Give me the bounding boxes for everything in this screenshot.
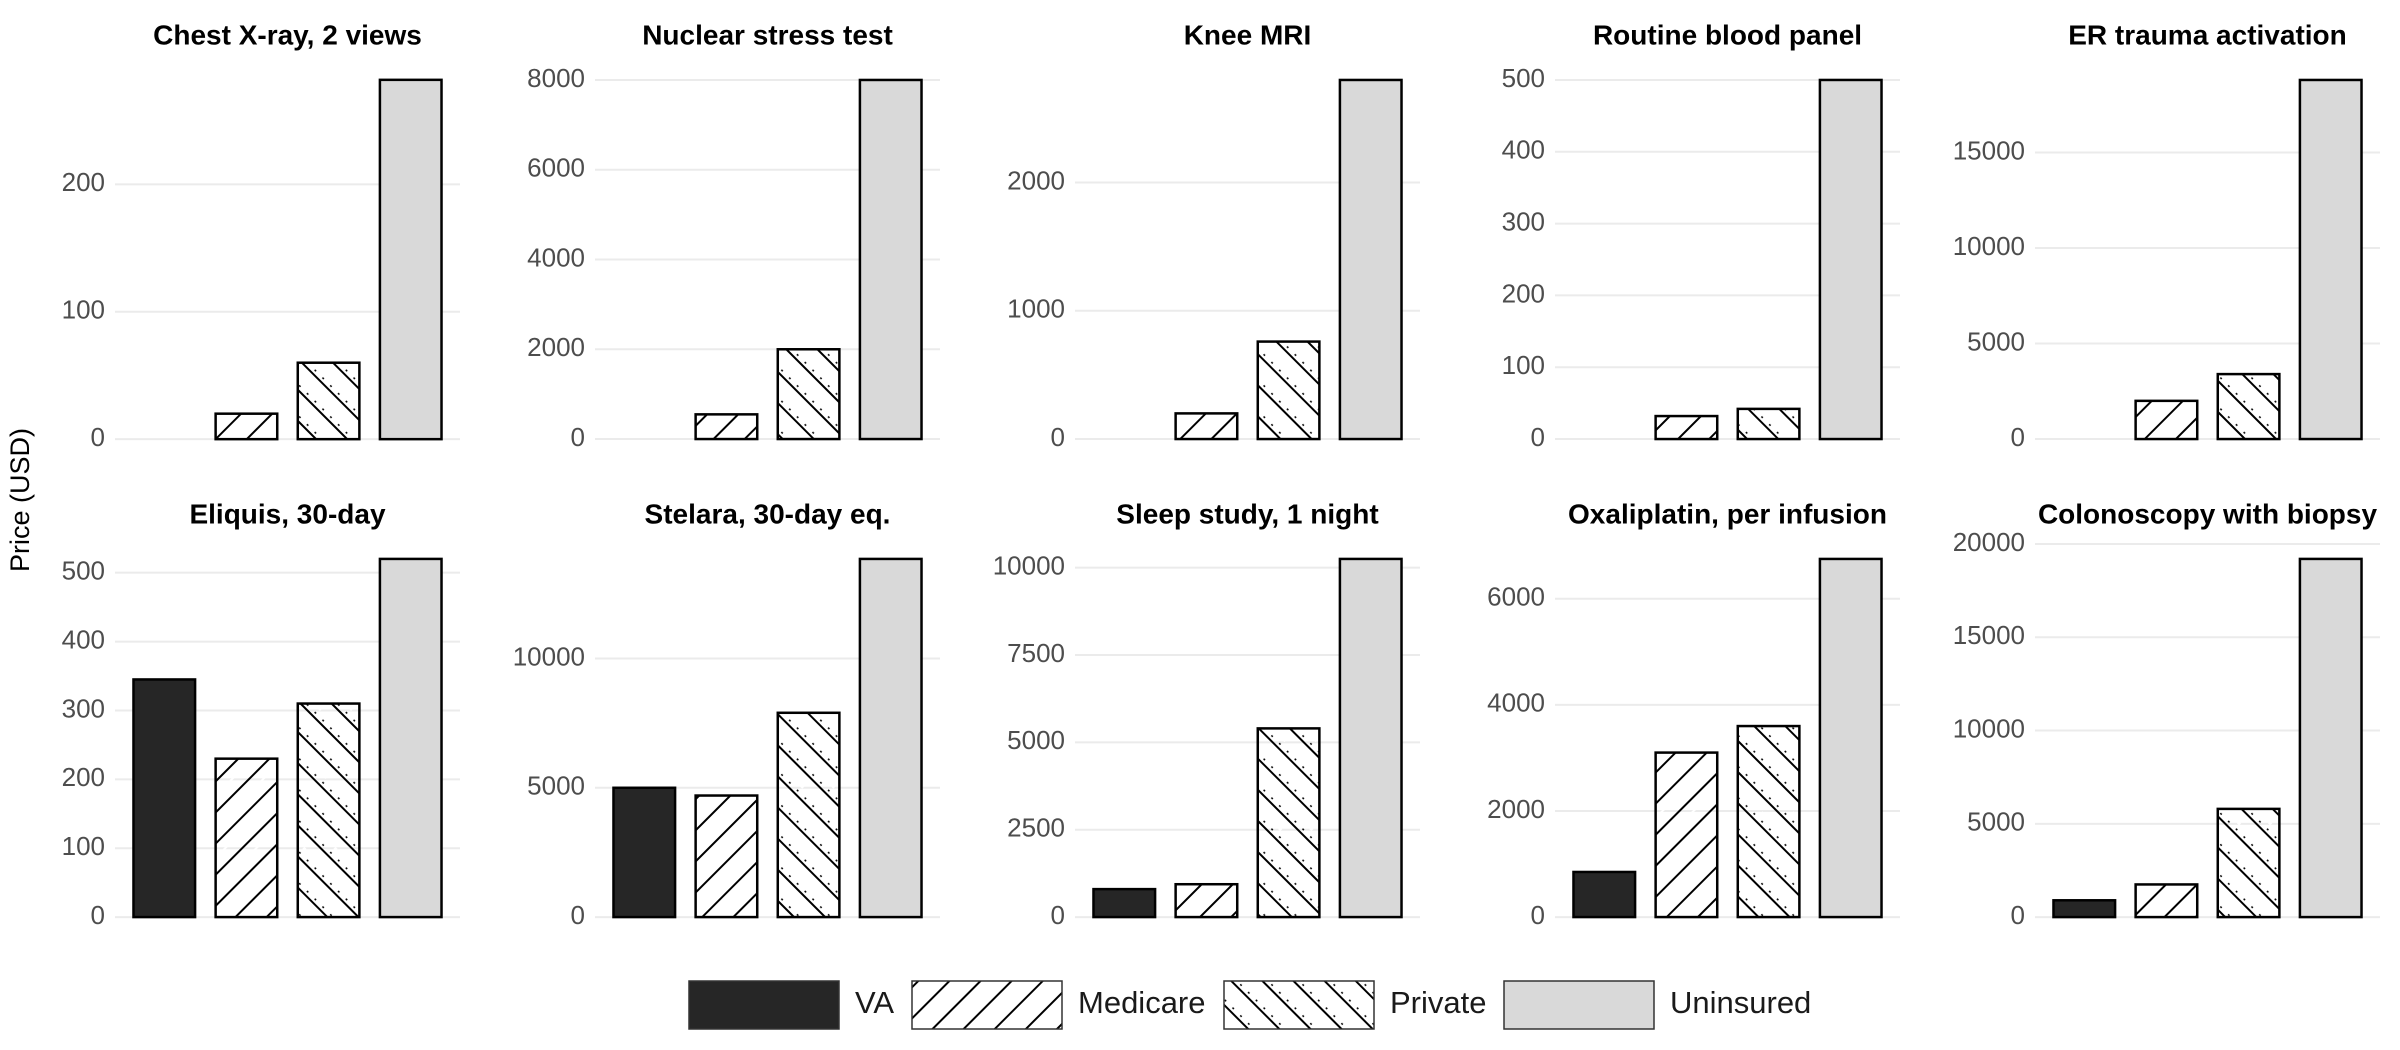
bar	[694, 794, 759, 919]
bar	[1654, 751, 1719, 919]
y-tick-label: 300	[1502, 206, 1545, 236]
panel-title: Eliquis, 30-day	[189, 498, 385, 529]
y-tick-label: 4000	[527, 242, 585, 272]
y-tick-label: 1000	[1007, 294, 1065, 324]
y-tick-label: 10000	[1953, 713, 2025, 743]
legend-label: Medicare	[1078, 985, 1206, 1020]
panel-title: ER trauma activation	[2068, 19, 2347, 50]
bar	[1256, 727, 1321, 919]
panel-title: Stelara, 30-day eq.	[645, 498, 891, 529]
bar	[1338, 78, 1403, 441]
y-tick-label: 400	[1502, 135, 1545, 165]
bar	[776, 348, 841, 441]
y-tick-label: 0	[571, 422, 585, 452]
y-axis-label: Price (USD)	[5, 428, 35, 572]
legend-key	[911, 980, 1063, 1030]
y-tick-label: 5000	[1007, 725, 1065, 755]
bar	[1818, 557, 1883, 919]
bar	[1736, 724, 1801, 919]
bar	[1338, 557, 1403, 919]
panel-title: Sleep study, 1 night	[1116, 498, 1378, 529]
y-tick-label: 0	[1531, 422, 1545, 452]
bar	[2134, 399, 2199, 441]
y-tick-label: 2000	[1007, 165, 1065, 195]
y-tick-label: 200	[62, 762, 105, 792]
y-tick-label: 10000	[993, 551, 1065, 581]
bar	[1092, 887, 1157, 919]
y-tick-label: 20000	[1953, 527, 2025, 557]
y-tick-label: 5000	[1967, 326, 2025, 356]
bar	[132, 678, 197, 919]
y-tick-label: 0	[1051, 422, 1065, 452]
y-tick-label: 15000	[1953, 135, 2025, 165]
bar	[776, 711, 841, 919]
y-tick-label: 5000	[1967, 807, 2025, 837]
panel-title: Nuclear stress test	[642, 19, 893, 50]
bar	[1174, 412, 1239, 441]
y-tick-label: 0	[571, 900, 585, 930]
y-tick-label: 7500	[1007, 638, 1065, 668]
bar	[1174, 882, 1239, 919]
bar	[1654, 414, 1719, 441]
legend-label: Private	[1390, 985, 1486, 1020]
legend-key	[1503, 980, 1655, 1030]
y-tick-label: 200	[1502, 278, 1545, 308]
bar	[2134, 883, 2199, 919]
bar	[694, 413, 759, 441]
y-tick-label: 0	[1531, 900, 1545, 930]
legend-key	[1223, 980, 1375, 1030]
bar	[2052, 899, 2117, 919]
y-tick-label: 200	[62, 167, 105, 197]
bar	[1572, 870, 1637, 919]
y-tick-label: 2500	[1007, 813, 1065, 843]
y-tick-label: 0	[2011, 900, 2025, 930]
y-tick-label: 10000	[513, 641, 585, 671]
bar	[612, 786, 677, 919]
bar	[214, 757, 279, 919]
bar	[858, 78, 923, 441]
panel-title: Routine blood panel	[1593, 19, 1862, 50]
bar	[2216, 807, 2281, 919]
bar	[378, 557, 443, 919]
bar	[1818, 78, 1883, 441]
bar	[2298, 78, 2363, 441]
y-tick-label: 4000	[1487, 688, 1545, 718]
y-tick-label: 0	[91, 422, 105, 452]
panel-title: Chest X-ray, 2 views	[153, 19, 422, 50]
panel-title: Oxaliplatin, per infusion	[1568, 498, 1887, 529]
y-tick-label: 0	[91, 900, 105, 930]
y-tick-label: 100	[62, 295, 105, 325]
y-tick-label: 6000	[527, 153, 585, 183]
y-tick-label: 100	[62, 831, 105, 861]
y-tick-label: 10000	[1953, 231, 2025, 261]
y-tick-label: 8000	[527, 63, 585, 93]
y-tick-label: 2000	[527, 332, 585, 362]
y-tick-label: 15000	[1953, 620, 2025, 650]
bar	[296, 361, 361, 441]
y-tick-label: 5000	[527, 771, 585, 801]
bar	[378, 78, 443, 441]
bar	[296, 702, 361, 919]
y-tick-label: 2000	[1487, 794, 1545, 824]
y-tick-label: 300	[62, 693, 105, 723]
panel-title: Knee MRI	[1184, 19, 1312, 50]
legend-label: VA	[855, 985, 894, 1020]
y-tick-label: 0	[1051, 900, 1065, 930]
legend-label: Uninsured	[1670, 985, 1811, 1020]
panel-title: Colonoscopy with biopsy	[2038, 498, 2378, 529]
bar	[2216, 372, 2281, 441]
bar	[858, 557, 923, 919]
bar	[1256, 340, 1321, 441]
bar	[214, 412, 279, 441]
y-tick-label: 500	[62, 556, 105, 586]
y-tick-label: 500	[1502, 63, 1545, 93]
bar	[1736, 407, 1801, 441]
legend-key	[688, 980, 840, 1030]
y-tick-label: 100	[1502, 350, 1545, 380]
y-tick-label: 0	[2011, 422, 2025, 452]
y-tick-label: 6000	[1487, 582, 1545, 612]
y-tick-label: 400	[62, 624, 105, 654]
bar	[2298, 557, 2363, 919]
